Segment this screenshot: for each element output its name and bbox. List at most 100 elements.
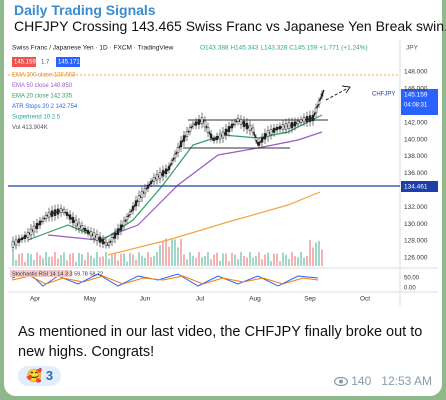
volume-bar	[48, 256, 50, 266]
candle-body	[128, 211, 132, 215]
volume-bar	[321, 249, 323, 266]
last-price-tag	[401, 89, 438, 115]
candle-body	[311, 114, 315, 122]
candle-body	[68, 214, 72, 220]
countdown: 04:08:31	[404, 103, 428, 109]
month-label: Jun	[140, 296, 151, 303]
reaction[interactable]: 🥰 3	[18, 366, 62, 386]
stoch-d	[11, 275, 319, 285]
candle-body	[89, 231, 93, 237]
candle-body	[224, 128, 228, 136]
volume-bar	[219, 261, 221, 266]
ema-20	[27, 114, 323, 241]
arrow-head	[341, 85, 351, 94]
views-icon	[333, 376, 349, 387]
indicator-label: EMA 50 close 140.850	[12, 83, 73, 89]
volume-bar	[12, 252, 14, 266]
volume-bar	[66, 260, 68, 266]
volume-bar	[267, 252, 269, 266]
candle-body	[38, 220, 42, 226]
osc-label-bg	[10, 270, 72, 277]
candle-body	[167, 165, 171, 171]
volume-bar	[69, 253, 71, 266]
link-title[interactable]: CHFJPY Crossing 143.465 Swiss Franc vs J…	[14, 18, 446, 34]
candle-body	[98, 236, 102, 243]
candle-body	[242, 120, 246, 128]
price-axis-label: 132.000	[404, 204, 428, 211]
candle-body	[200, 117, 204, 124]
indicator-label: Vol 413.904K	[12, 125, 48, 131]
volume-bar	[93, 258, 95, 266]
volume	[12, 238, 323, 266]
volume-bar	[213, 254, 215, 266]
candle-body	[212, 138, 216, 141]
volume-bar	[192, 255, 194, 266]
volume-bar	[18, 253, 20, 266]
candle-body	[95, 234, 99, 241]
candle-body	[92, 232, 96, 239]
sell-box[interactable]	[12, 57, 36, 67]
volume-bar	[168, 246, 170, 266]
channel-name[interactable]: Daily Trading Signals	[14, 2, 156, 18]
time: 12:53 AM	[381, 374, 432, 388]
candle-body	[197, 119, 201, 125]
volume-bar	[288, 259, 290, 266]
volume-bar	[195, 257, 197, 266]
candle-body	[281, 124, 285, 130]
volume-bar	[165, 238, 167, 266]
candle-body	[80, 225, 84, 231]
volume-bar	[210, 259, 212, 266]
candle-body	[65, 212, 69, 216]
message-meta: 140 12:53 AM	[333, 374, 432, 388]
candle-body	[143, 188, 147, 194]
candle-body	[35, 223, 39, 229]
chart-image[interactable]: Swiss Franc / Japanese Yen · 1D · FXCM ·…	[8, 40, 438, 306]
candle-body	[83, 228, 87, 232]
volume-bar	[42, 258, 44, 266]
volume-bar	[255, 255, 257, 266]
candle-body	[188, 127, 192, 132]
month-label: Oct	[360, 296, 370, 303]
candle-body	[215, 135, 219, 141]
volume-bar	[306, 255, 308, 266]
candle-body	[71, 216, 75, 224]
month-label: Jul	[196, 296, 205, 303]
volume-bar	[120, 253, 122, 266]
price-axis-label: 146.000	[404, 86, 428, 93]
volume-bar	[99, 257, 101, 266]
volume-bar	[81, 254, 83, 266]
candle-body	[146, 184, 150, 189]
candle-body	[290, 122, 294, 129]
volume-bar	[90, 255, 92, 266]
last-symbol: CHFJPY	[372, 92, 395, 98]
currency: JPY	[406, 45, 419, 52]
price-axis-label: 128.000	[404, 238, 428, 245]
volume-bar	[243, 255, 245, 266]
candle-body	[272, 127, 276, 133]
candles	[11, 90, 324, 253]
volume-bar	[147, 252, 149, 266]
message-text: As mentioned in our last video, the CHFJ…	[18, 324, 423, 360]
candle-body	[14, 239, 18, 246]
volume-bar	[276, 253, 278, 266]
buy-box[interactable]	[56, 57, 80, 67]
volume-bar	[174, 239, 176, 266]
candle-body	[218, 133, 222, 140]
volume-bar	[315, 242, 317, 266]
indicator-label: EMA 20 close 142.335	[12, 94, 73, 100]
candle-body	[23, 234, 27, 239]
volume-bar	[132, 254, 134, 266]
oscillator-label: Stochastic RSI 14 14 3 3 59.78 58.72	[12, 271, 103, 277]
indicator-label: ATR Stops 20 2 142.754	[12, 104, 78, 110]
volume-bar	[204, 256, 206, 266]
candle-body	[44, 215, 48, 219]
volume-bar	[105, 252, 107, 266]
buy-price: 145.171	[58, 60, 80, 66]
candle-body	[26, 232, 30, 238]
candle-body	[185, 131, 189, 137]
candle-body	[260, 137, 264, 143]
volume-bar	[240, 252, 242, 266]
volume-bar	[15, 260, 17, 266]
volume-bar	[111, 254, 113, 266]
volume-bar	[87, 252, 89, 266]
